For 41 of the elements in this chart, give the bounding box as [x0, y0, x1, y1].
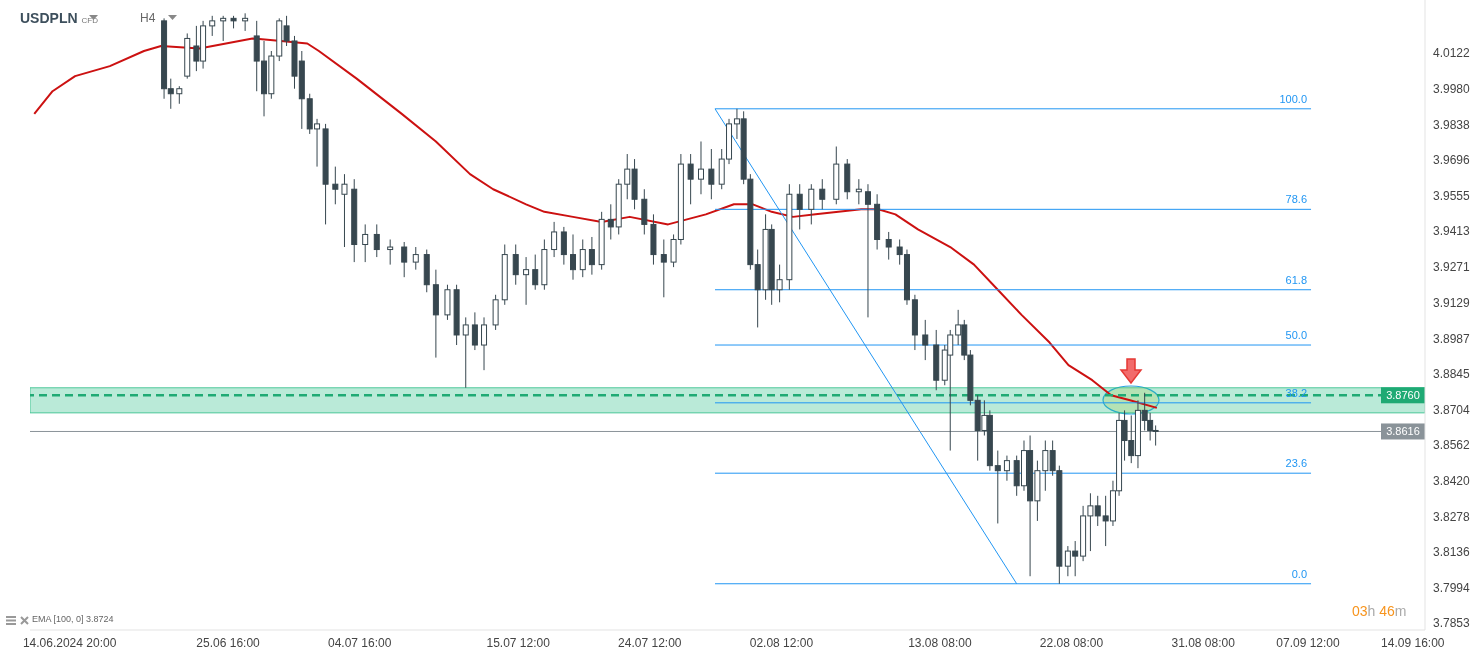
y-tick-label: 3.9980: [1433, 81, 1471, 96]
text: USDPLN: [20, 10, 78, 26]
x-tick-label: 13.08 08:00: [908, 635, 972, 650]
annotation: 100.0: [1279, 92, 1308, 105]
annotation: 0.0: [1291, 567, 1308, 580]
y-tick-label: 3.8278: [1433, 509, 1471, 524]
annotation: 03h 46m: [1352, 603, 1407, 619]
y-tick-label: 3.7853: [1433, 616, 1471, 631]
x-tick-label: 22.08 08:00: [1039, 635, 1104, 650]
x-tick-label: 07.09 12:00: [1276, 635, 1340, 650]
annotation: H4: [140, 11, 156, 25]
y-tick-label: 3.9271: [1433, 260, 1471, 275]
x-tick-label: 14.09 16:00: [1381, 635, 1445, 650]
x-tick-label: 31.08 08:00: [1171, 635, 1236, 650]
y-tick-label: 3.8845: [1433, 367, 1471, 382]
y-tick-label: 3.7994: [1433, 581, 1471, 596]
ref-line-label: 3.8616: [1386, 425, 1420, 438]
y-tick-label: 3.9838: [1433, 117, 1471, 132]
x-tick-label: 14.06.2024 20:00: [22, 635, 117, 650]
y-tick-label: 3.9696: [1433, 153, 1471, 168]
annotation: EMA [100, 0] 3.8724: [32, 614, 114, 624]
y-tick-label: 3.9555: [1433, 188, 1471, 203]
y-tick-label: 3.9413: [1433, 224, 1471, 239]
annotation: 50.0: [1285, 329, 1308, 342]
x-tick-label: 15.07 12:00: [486, 635, 551, 650]
x-tick-label: 24.07 12:00: [618, 635, 682, 650]
x-tick-label: 25.06 16:00: [196, 635, 261, 650]
x-tick-label: 04.07 16:00: [328, 635, 392, 650]
ref-line-label: 3.8760: [1386, 389, 1420, 402]
annotation: 61.8: [1285, 273, 1308, 286]
annotation: 78.6: [1285, 193, 1308, 206]
text: CFD: [81, 16, 99, 25]
y-tick-label: 3.8136: [1433, 545, 1471, 560]
y-tick-label: 3.8562: [1433, 438, 1471, 453]
annotation: 23.6: [1285, 457, 1308, 470]
y-tick-label: 3.8987: [1433, 331, 1471, 346]
y-tick-label: 3.8420: [1433, 473, 1471, 488]
y-tick-label: 4.0122: [1433, 46, 1471, 61]
x-tick-label: 02.08 12:00: [749, 635, 814, 650]
y-tick-label: 3.9129: [1433, 295, 1471, 310]
y-tick-label: 3.8704: [1433, 402, 1471, 417]
